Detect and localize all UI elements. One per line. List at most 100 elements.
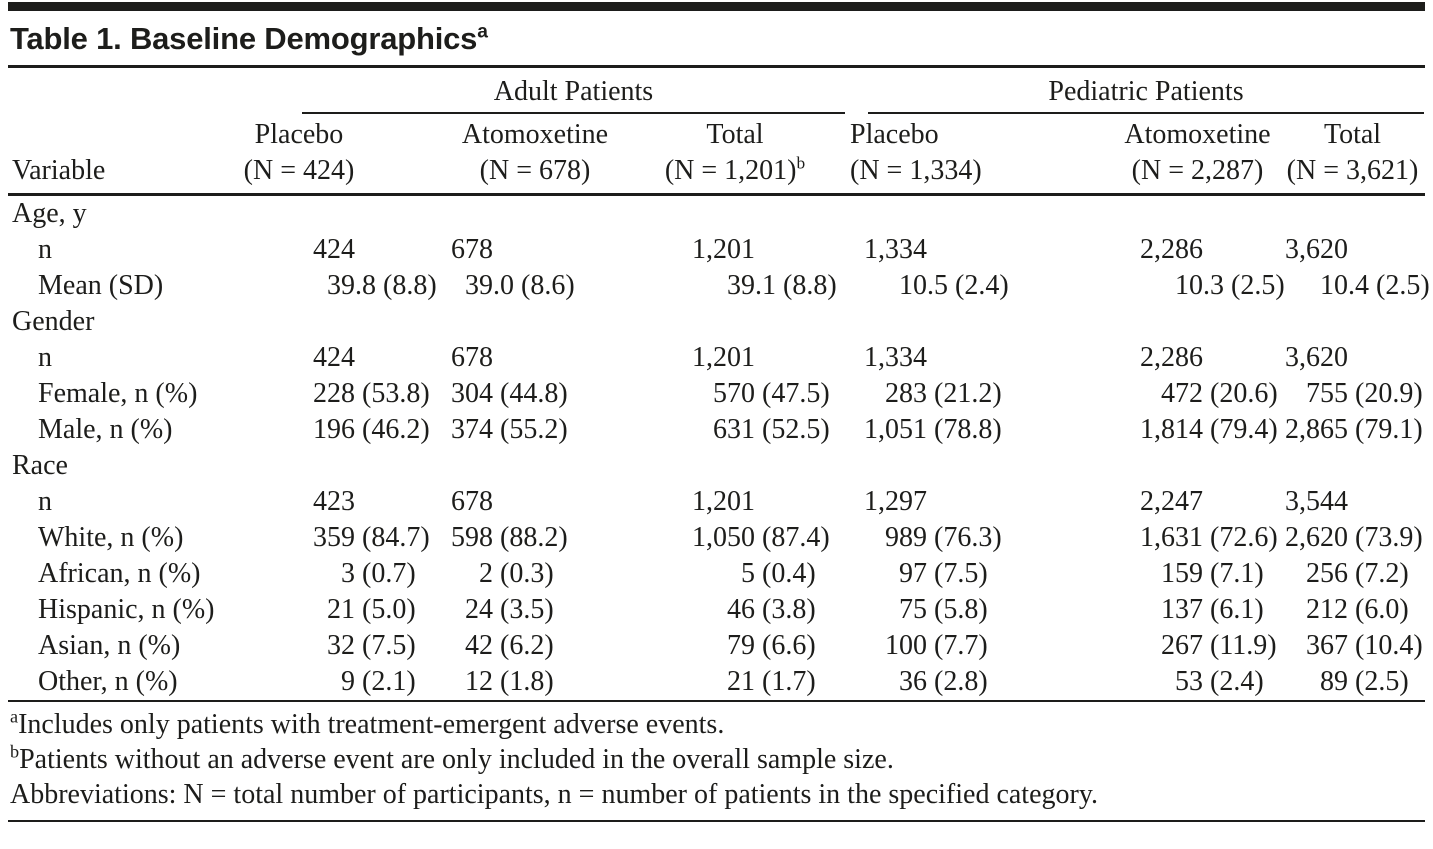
data-cell: 3,620 — [1280, 232, 1425, 268]
cell-count: 228 — [313, 378, 355, 410]
data-cell: 89 (2.5) — [1280, 664, 1425, 701]
cell-detail: (1.8) — [493, 666, 554, 698]
data-cell: 755 (20.9) — [1280, 376, 1425, 412]
data-cell: 159 (7.1) — [1035, 556, 1280, 592]
column-n-text: (N = 678) — [479, 155, 591, 187]
data-cell: 678 — [450, 484, 620, 520]
column-n-text: (N = 2,287) — [1131, 155, 1264, 187]
data-cell: 75 (5.8) — [850, 592, 1035, 628]
cell-detail: (7.5) — [927, 558, 988, 590]
cell-count: 196 — [313, 414, 355, 446]
data-cell: 39.0 (8.6) — [450, 268, 620, 304]
cell-detail: (53.8) — [355, 378, 430, 410]
cell-count: 1,201 — [692, 486, 755, 518]
cell-detail: (7.1) — [1203, 558, 1264, 590]
cell-count: 36 — [899, 666, 927, 698]
table-row: n 424 678 1,201 1,334 2,286 3,620 — [8, 232, 1425, 268]
cell-detail: (73.9) — [1348, 522, 1423, 554]
cell-count: 39 — [727, 270, 755, 302]
cell-count: 1,051 — [864, 414, 927, 446]
data-cell: 42 (6.2) — [450, 628, 620, 664]
data-cell: 304 (44.8) — [450, 376, 620, 412]
cell-detail: (0.4) — [755, 558, 816, 590]
column-n-text: (N = 1,334) — [850, 155, 982, 187]
table-row: Asian, n (%) 32 (7.5) 42 (6.2) 79 (6.6) 100 … — [8, 628, 1425, 664]
cell-detail: (21.2) — [927, 378, 1002, 410]
cell-detail: (84.7) — [355, 522, 430, 554]
cell-count: 3 — [341, 558, 355, 590]
data-cell: 137 (6.1) — [1035, 592, 1280, 628]
data-cell: 359 (84.7) — [243, 520, 450, 556]
cell-count: 10 — [1320, 270, 1348, 302]
column-n-text: (N = 424) — [243, 155, 355, 187]
cell-detail: .3 (2.5) — [1203, 270, 1285, 302]
group-header-spacer — [8, 68, 243, 114]
data-cell: 228 (53.8) — [243, 376, 450, 412]
row-label: Mean (SD) — [38, 270, 164, 302]
column-label: Atomoxetine — [1124, 119, 1271, 151]
footnote-marker: b — [10, 741, 20, 762]
column-n: (N = 3,621) — [1280, 153, 1425, 189]
cell-detail: (11.9) — [1203, 630, 1277, 662]
cell-detail: (87.4) — [755, 522, 830, 554]
column-label: Placebo — [254, 119, 344, 151]
data-cell: 24 (3.5) — [450, 592, 620, 628]
data-cell: 3 (0.7) — [243, 556, 450, 592]
cell-detail: (20.9) — [1348, 378, 1423, 410]
table-row: Female, n (%) 228 (53.8) 304 (44.8) 570 (47… — [8, 376, 1425, 412]
top-rule-bar — [8, 2, 1425, 11]
cell-count: 21 — [327, 594, 355, 626]
data-cell: 10.4 (2.5) — [1280, 268, 1430, 304]
cell-detail: (79.1) — [1348, 414, 1423, 446]
cell-count: 678 — [451, 342, 493, 374]
column-header-adult-total: Total (N = 1,201)b — [620, 114, 850, 197]
data-cell: 39.8 (8.8) — [243, 268, 450, 304]
data-cell: 424 — [243, 340, 450, 376]
cell-count: 570 — [713, 378, 755, 410]
cell-count: 374 — [451, 414, 493, 446]
table-title-footnote-marker: a — [477, 21, 488, 43]
data-cell: 21 (1.7) — [620, 664, 850, 701]
cell-count: 472 — [1161, 378, 1203, 410]
column-label: Total — [706, 119, 764, 151]
cell-detail: (10.4) — [1348, 630, 1423, 662]
row-label: n — [38, 234, 52, 266]
cell-detail: (6.2) — [493, 630, 554, 662]
data-cell: 423 — [243, 484, 450, 520]
cell-detail: (2.1) — [355, 666, 416, 698]
data-cell: 989 (76.3) — [850, 520, 1035, 556]
cell-count: 12 — [465, 666, 493, 698]
cell-count: 424 — [313, 234, 355, 266]
cell-detail: (7.5) — [355, 630, 416, 662]
table-row: Other, n (%) 9 (2.1) 12 (1.8) 21 (1.7) 36 (2… — [8, 664, 1425, 701]
cell-detail: (20.6) — [1203, 378, 1278, 410]
cell-count: 97 — [899, 558, 927, 590]
cell-count: 2,247 — [1140, 486, 1203, 518]
footnote-text: Patients without an adverse event are on… — [19, 744, 894, 776]
cell-count: 3,620 — [1285, 234, 1348, 266]
footnote-b: bPatients without an adverse event are o… — [10, 742, 1423, 777]
cell-count: 39 — [465, 270, 493, 302]
data-cell: 570 (47.5) — [620, 376, 850, 412]
cell-detail: (55.2) — [493, 414, 568, 446]
demographics-table: Adult Patients Pediatric Patients Variab… — [8, 68, 1430, 703]
data-cell: 283 (21.2) — [850, 376, 1035, 412]
column-header-pediatric-placebo: Placebo (N = 1,334) — [850, 114, 1035, 197]
group-header-adult: Adult Patients — [243, 68, 850, 115]
cell-count: 1,201 — [692, 234, 755, 266]
row-label: African, n (%) — [38, 558, 201, 590]
column-header-adult-atomoxetine: Atomoxetine (N = 678) — [450, 114, 620, 197]
cell-count: 79 — [727, 630, 755, 662]
data-cell: 2,620 (73.9) — [1280, 520, 1425, 556]
data-cell: 3,544 — [1280, 484, 1425, 520]
column-n: (N = 1,334) — [850, 153, 982, 189]
cell-detail: .8 (8.8) — [355, 270, 437, 302]
cell-detail: (5.0) — [355, 594, 416, 626]
data-cell: 631 (52.5) — [620, 412, 850, 448]
table-title-text: Table 1. Baseline Demographics — [10, 21, 478, 56]
cell-detail: (44.8) — [493, 378, 568, 410]
cell-count: 989 — [885, 522, 927, 554]
cell-count: 304 — [451, 378, 493, 410]
cell-detail: (2.4) — [1203, 666, 1264, 698]
